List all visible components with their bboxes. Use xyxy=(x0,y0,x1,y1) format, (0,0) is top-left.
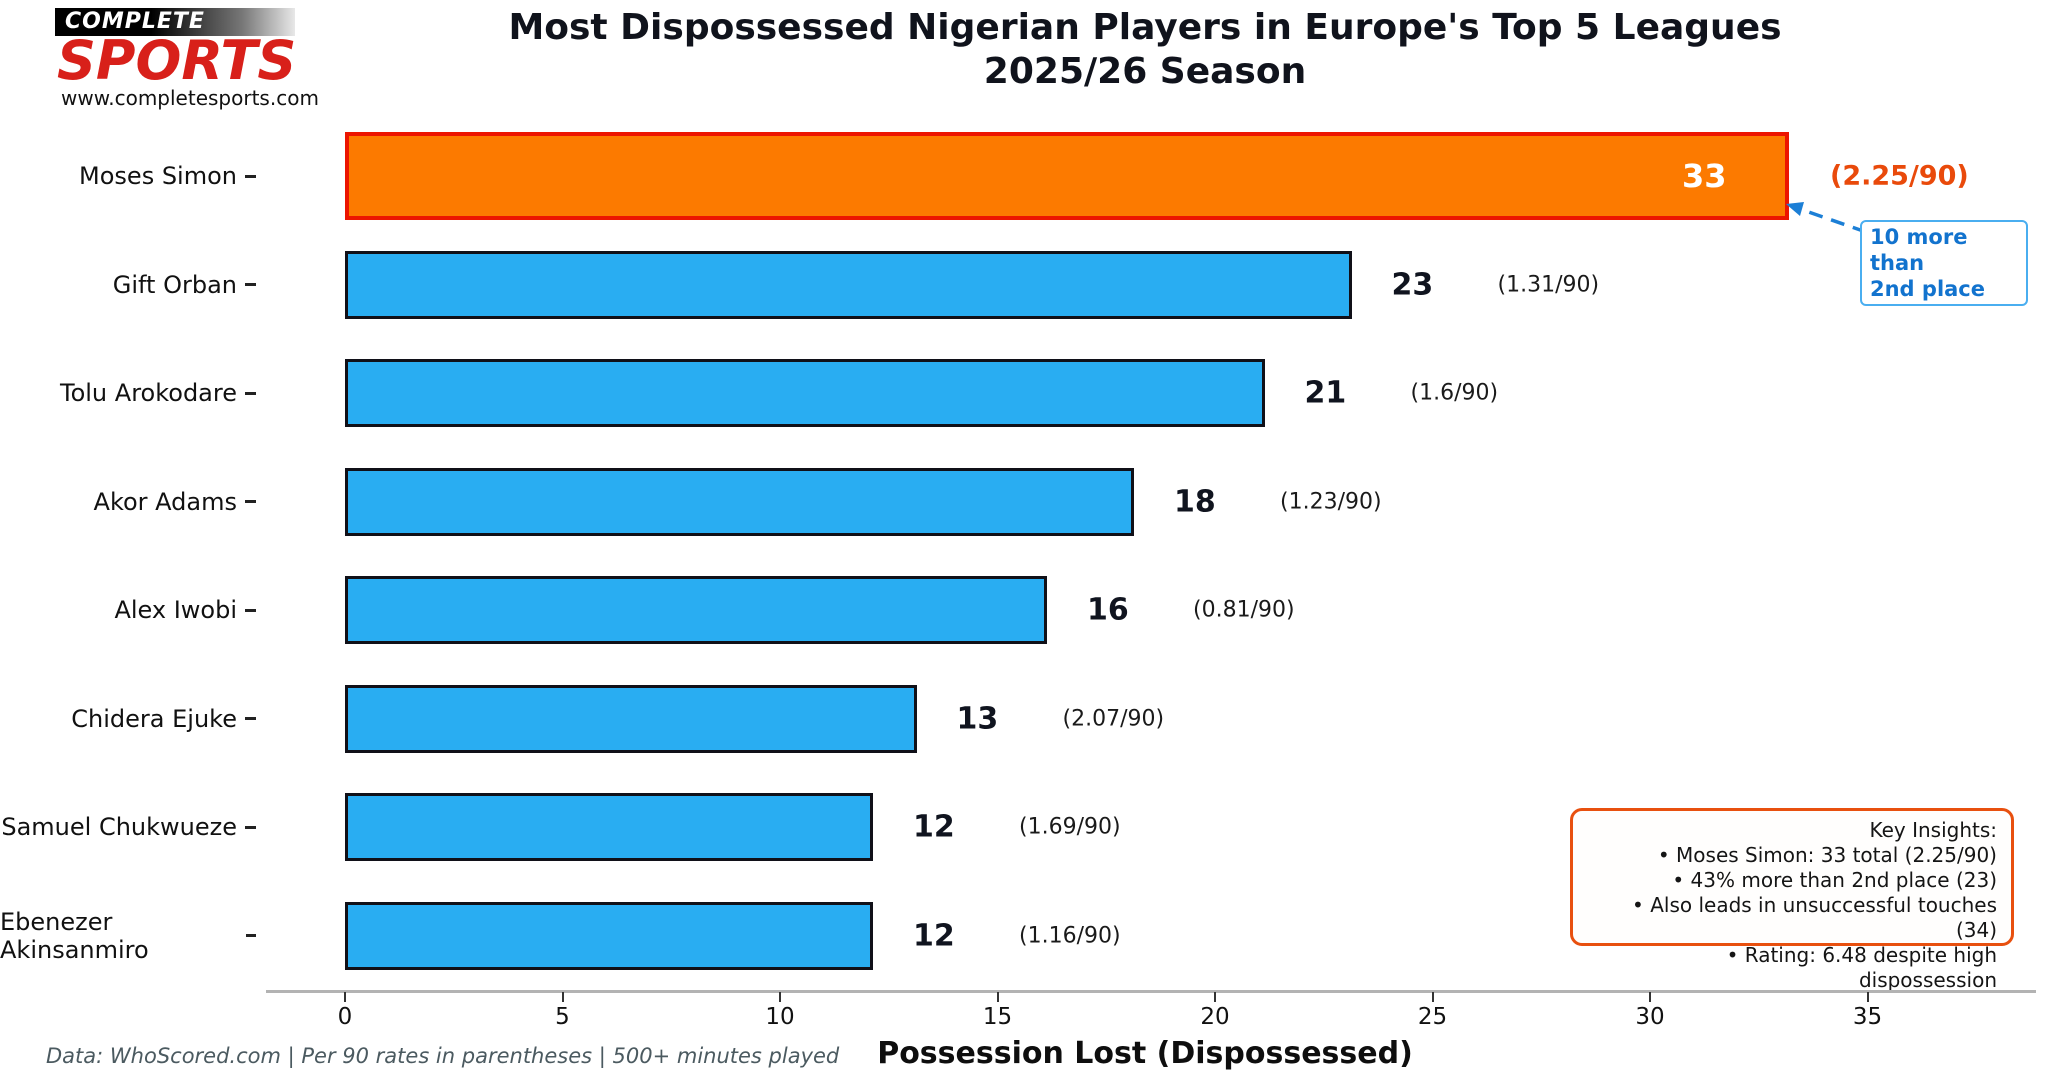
bar xyxy=(345,467,1134,536)
per90-rate-label: (2.07/90) xyxy=(1062,706,1165,731)
bar xyxy=(345,576,1047,644)
annotation-callout: 10 more than 2nd place xyxy=(1860,220,2028,306)
y-tick-mark xyxy=(245,174,256,178)
bar-value-label: 16 xyxy=(1087,592,1129,628)
bar-row: Moses Simon 33 (2.25/90) xyxy=(0,122,2048,230)
x-tick-label: 30 xyxy=(1635,1004,1665,1030)
y-tick-mark xyxy=(245,500,256,503)
player-name-label: Alex Iwobi xyxy=(0,556,256,664)
per90-rate-label: (1.69/90) xyxy=(1019,814,1121,840)
player-name-label: Samuel Chukwueze xyxy=(0,773,256,881)
per90-rate-label: (0.81/90) xyxy=(1193,597,1295,623)
x-tick-mark xyxy=(344,992,346,1002)
player-name-label: Tolu Arokodare xyxy=(0,339,256,447)
chart-title: Most Dispossessed Nigerian Players in Eu… xyxy=(345,6,1945,94)
per90-rate-label: (1.23/90) xyxy=(1280,489,1382,514)
key-insights-bullet-2: • 43% more than 2nd place (23) xyxy=(1672,868,1997,892)
highlighted-bar: 33 xyxy=(345,132,1789,220)
x-tick-label: 0 xyxy=(337,1004,353,1030)
player-name-text: Ebenezer Akinsanmiro xyxy=(0,907,149,964)
bar xyxy=(345,359,1265,427)
key-insights-bullet-4: • Rating: 6.48 despite high dispossessio… xyxy=(1726,943,1997,992)
bar-row: Samuel Chukwueze 12 (1.69/90) xyxy=(0,773,2048,881)
key-insights-bullet-1: • Moses Simon: 33 total (2.25/90) xyxy=(1657,843,1997,867)
x-axis-label: Possession Lost (Dispossessed) xyxy=(877,1036,1413,1071)
bar xyxy=(345,684,917,753)
key-insights-box: Key Insights: • Moses Simon: 33 total (2… xyxy=(1570,808,2014,992)
x-tick-label: 10 xyxy=(765,1004,795,1030)
bar xyxy=(345,250,1352,319)
per90-rate-label: (1.31/90) xyxy=(1497,272,1600,297)
bar-value-label: 33 xyxy=(1681,157,1727,195)
x-tick-label: 35 xyxy=(1852,1004,1883,1030)
bar-row: Chidera Ejuke 13 (2.07/90) xyxy=(0,665,2048,773)
player-name-text: Moses Simon xyxy=(79,162,237,190)
y-tick-mark xyxy=(245,825,256,829)
player-name-text: Alex Iwobi xyxy=(114,596,237,624)
logo-url: www.completesports.com xyxy=(61,86,319,110)
y-tick-mark xyxy=(246,934,256,937)
x-tick-label: 25 xyxy=(1417,1004,1448,1030)
player-name-text: Chidera Ejuke xyxy=(71,704,237,733)
player-name-text: Akor Adams xyxy=(93,487,237,516)
player-name-text: Gift Orban xyxy=(112,270,237,299)
player-name-text: Samuel Chukwueze xyxy=(1,813,237,841)
chart-title-line1: Most Dispossessed Nigerian Players in Eu… xyxy=(508,7,1782,48)
bar-value-label: 12 xyxy=(913,809,955,845)
x-tick-mark xyxy=(1431,992,1434,1002)
bar-value-label: 23 xyxy=(1391,267,1434,302)
x-tick-label: 5 xyxy=(555,1004,570,1030)
key-insights-bullet-3: • Also leads in unsuccessful touches (34… xyxy=(1632,893,1997,942)
bar-value-label: 21 xyxy=(1304,375,1347,411)
bar-row: Ebenezer Akinsanmiro 12 (1.16/90) xyxy=(0,882,2048,990)
bar-value-label: 13 xyxy=(956,701,999,736)
bar-row: Alex Iwobi 16 (0.81/90) xyxy=(0,556,2048,664)
bar-value-label: 18 xyxy=(1174,484,1216,519)
x-axis-line xyxy=(266,990,2036,993)
player-name-label: Moses Simon xyxy=(0,122,256,230)
x-tick-mark xyxy=(996,992,999,1002)
annotation-line1: 10 more than xyxy=(1870,225,1968,275)
player-name-label: Gift Orban xyxy=(0,231,256,339)
y-tick-mark xyxy=(245,283,256,286)
complete-sports-logo: COMPLETE SPORTS www.completesports.com xyxy=(55,8,319,110)
bar xyxy=(345,901,873,970)
x-tick-mark xyxy=(1214,992,1216,1002)
x-tick-mark xyxy=(1649,992,1651,1002)
logo-top-text: COMPLETE xyxy=(55,8,295,36)
per90-rate-label: (1.16/90) xyxy=(1019,923,1121,948)
logo-main-text: SPORTS xyxy=(57,29,297,92)
x-tick-label: 15 xyxy=(982,1004,1013,1030)
y-tick-mark xyxy=(245,717,256,720)
player-name-label: Ebenezer Akinsanmiro xyxy=(0,882,256,990)
x-tick-mark xyxy=(779,992,781,1002)
bar-row: Gift Orban 23 (1.31/90) xyxy=(0,231,2048,339)
x-tick-mark xyxy=(561,992,564,1002)
bar-row: Akor Adams 18 (1.23/90) xyxy=(0,448,2048,556)
player-name-text: Tolu Arokodare xyxy=(60,379,237,407)
x-tick-label: 20 xyxy=(1200,1004,1230,1030)
player-name-label: Chidera Ejuke xyxy=(0,665,256,773)
chart-title-line2: 2025/26 Season xyxy=(983,51,1307,92)
key-insights-title: Key Insights: xyxy=(1869,818,1997,842)
y-tick-mark xyxy=(245,608,256,612)
per90-rate-label: (1.6/90) xyxy=(1410,380,1499,406)
bar-row: Tolu Arokodare 21 (1.6/90) xyxy=(0,339,2048,447)
bar-value-label: 12 xyxy=(913,918,955,953)
data-source-footnote: Data: WhoScored.com | Per 90 rates in pa… xyxy=(46,1044,840,1068)
bar xyxy=(345,793,873,861)
annotation-line2: 2nd place xyxy=(1870,277,1985,301)
player-name-label: Akor Adams xyxy=(0,448,256,556)
y-tick-mark xyxy=(245,391,256,395)
per90-rate-label: (2.25/90) xyxy=(1830,160,1969,192)
bar-chart-plot-area: Moses Simon 33 (2.25/90) Gift Orban 23 (1.31/… xyxy=(0,122,2048,991)
x-tick-mark xyxy=(1866,992,1869,1002)
